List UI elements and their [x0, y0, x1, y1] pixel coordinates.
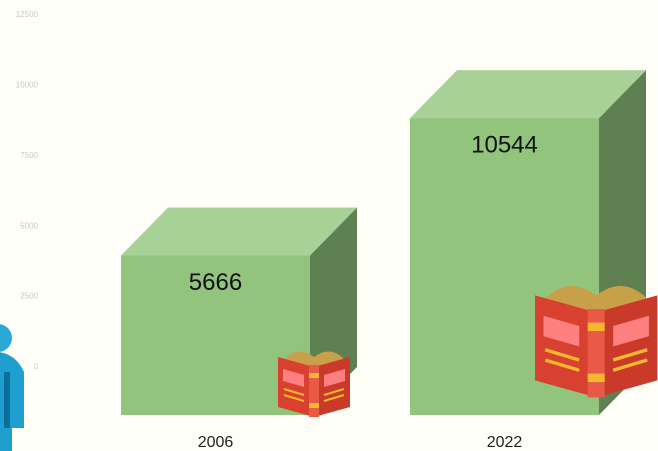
y-tick-label: 5000 — [20, 221, 38, 230]
book-icon-large — [535, 286, 657, 397]
value-label: 5666 — [189, 269, 242, 296]
y-tick-label: 10000 — [16, 81, 39, 90]
y-tick-label: 0 — [34, 362, 39, 371]
x-tick-label: 2006 — [198, 434, 234, 451]
book-icon-small — [278, 351, 350, 417]
y-tick-label: 12500 — [16, 10, 39, 19]
x-tick-label: 2022 — [487, 434, 523, 451]
chart: 0 2500 5000 7500 10000 12500 5666 2006 10544 2022 — [0, 0, 658, 451]
y-tick-label: 7500 — [20, 151, 38, 160]
y-tick-label: 2500 — [20, 292, 38, 301]
page: 0 2500 5000 7500 10000 12500 5666 2006 10544 2022… — [0, 0, 658, 451]
value-label: 10544 — [471, 131, 538, 158]
